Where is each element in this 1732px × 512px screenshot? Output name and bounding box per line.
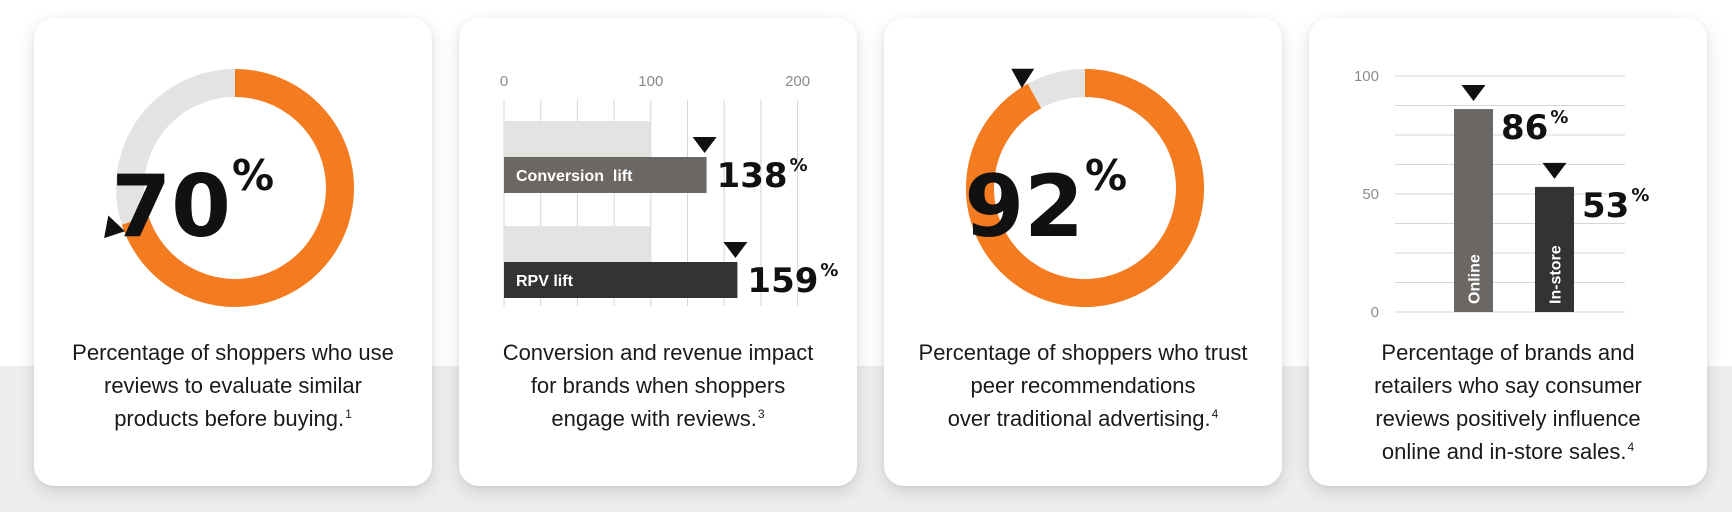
caption-line: reviews to evaluate similar [104,373,362,398]
bars-group [504,121,748,298]
stat-card-sales-influence: 0 50 100 Online In-store 86 % 53 % Perce… [1309,18,1707,486]
y-axis-ticks: 0 50 100 [1354,68,1379,321]
y-tick-label: 100 [1354,68,1379,85]
card-caption: Conversion and revenue impact for brands… [479,336,837,435]
bar-top-marker [1542,162,1567,179]
stat-card-reviews-evaluate: 70 % Percentage of shoppers who use revi… [34,18,432,486]
bar-end-marker [692,137,717,153]
donut-percent-sign: % [1085,151,1127,200]
y-tick-label: 50 [1362,186,1379,203]
arc-end-marker [104,215,125,239]
bar-category-label: RPV lift [516,273,574,290]
caption-line: for brands when shoppers [530,373,786,398]
bar-category-label: In-store [1548,245,1565,304]
value-bar [1535,186,1574,312]
bar-value-label: 138 [717,156,788,196]
y-tick-label: 0 [1371,304,1379,321]
donut-value-label: 70 [111,157,231,257]
vertical-bar-chart: 0 50 100 Online In-store 86 % 53 % [1354,68,1650,321]
bar-value-label: 86 [1501,108,1548,148]
chart-grid [1395,75,1625,313]
footnote-marker: 3 [757,407,765,421]
donut-chart-70: 70 % [104,69,354,307]
caption-line: Conversion and revenue impact [502,340,814,365]
stat-card-peer-trust: 92 % Percentage of shoppers who trust pe… [884,18,1282,486]
footnote-marker: 1 [345,407,352,421]
bar-labels: Online In-store 86 % 53 % [1467,107,1650,304]
bar-value-percent: % [820,260,838,281]
footnote-marker: 4 [1627,440,1635,454]
bars-group [1454,85,1574,312]
caption-line: over traditional advertising.4 [947,406,1219,431]
caption-line: products before buying.1 [114,406,352,431]
caption-line: retailers who say consumer [1374,373,1642,398]
bar-top-marker [1461,85,1486,102]
caption-line: Percentage of shoppers who trust [918,340,1248,365]
bar-value-percent: % [790,155,808,176]
baseline-bar [504,226,651,262]
donut-chart-92: 92 % [964,68,1204,307]
bar-value-percent: % [1550,107,1568,128]
donut-value-arc [121,69,354,307]
value-bar [1454,109,1493,312]
horizontal-bar-chart: 0 100 200 Conversion lift RPV lift 138 %… [500,73,838,306]
caption-line: online and in-store sales.4 [1381,439,1635,464]
x-axis-ticks: 0 100 200 [500,73,810,90]
caption-line: reviews positively influence [1375,406,1641,431]
caption-line: Percentage of shoppers who use [72,340,394,365]
card-caption: Percentage of shoppers who trust peer re… [904,336,1262,435]
bar-value-label: 53 [1582,186,1629,226]
value-bar [504,157,707,193]
donut-percent-sign: % [232,151,274,200]
bar-value-label: 159 [747,261,818,301]
bar-end-marker [723,242,748,258]
arc-end-marker [1011,68,1035,88]
stat-card-conversion-impact: 0 100 200 Conversion lift RPV lift 138 %… [459,18,857,486]
caption-line: peer recommendations [970,373,1196,398]
footnote-marker: 4 [1211,407,1219,421]
card-caption: Percentage of brands and retailers who s… [1329,336,1687,468]
bar-category-label: Online [1467,254,1484,304]
x-tick-label: 100 [638,73,663,90]
x-tick-label: 0 [500,73,508,90]
donut-value-label: 92 [964,157,1084,257]
caption-line: Percentage of brands and [1381,340,1635,365]
x-tick-label: 200 [785,73,810,90]
caption-line: engage with reviews.3 [551,406,765,431]
bar-category-label: Conversion lift [516,168,633,185]
bar-value-percent: % [1631,185,1649,206]
bar-labels: Conversion lift RPV lift 138 % 159 % [516,155,838,301]
donut-value-arc [966,69,1204,307]
value-bar [504,262,738,298]
baseline-bar [504,121,651,157]
card-caption: Percentage of shoppers who use reviews t… [54,336,412,435]
